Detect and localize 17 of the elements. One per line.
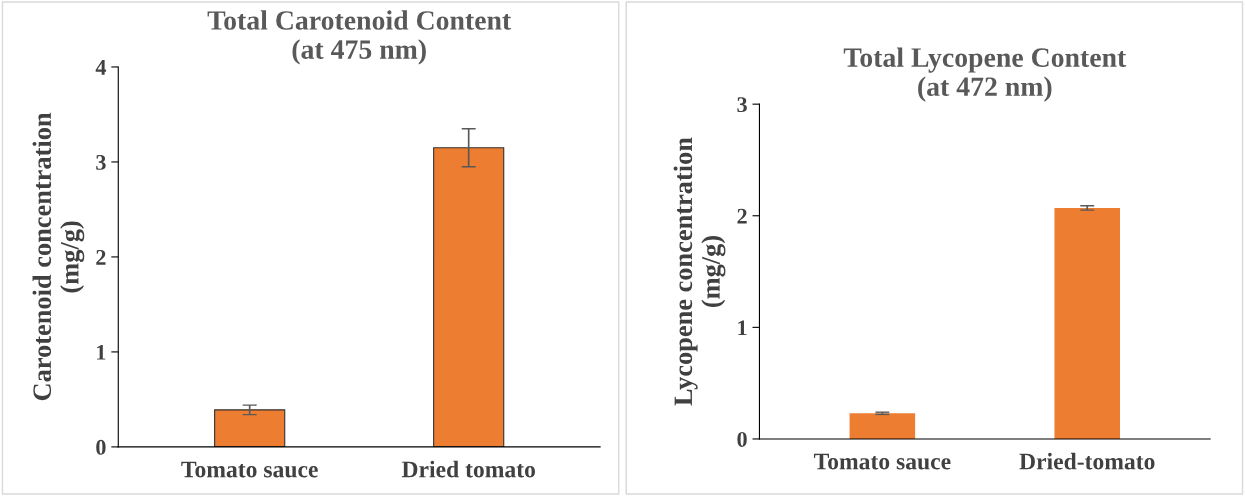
y-tick-label: 3 bbox=[96, 154, 106, 170]
chart-title: Total Carotenoid Content (at 475 nm) bbox=[207, 10, 512, 65]
y-axis-title: Lycopene concentration (mg/g) bbox=[673, 137, 726, 406]
y-tick-label: 0 bbox=[96, 439, 106, 455]
y-tick-label: 3 bbox=[737, 97, 747, 113]
y-tick-label: 0 bbox=[737, 431, 747, 447]
chart-title: Total Lycopene Content (at 472 nm) bbox=[843, 47, 1127, 102]
x-tick-label: Tomato sauce bbox=[181, 461, 318, 478]
y-tick-label: 2 bbox=[96, 249, 106, 265]
x-tick-label: Dried tomato bbox=[401, 460, 535, 478]
x-tick-label: Tomato sauce bbox=[813, 453, 951, 470]
y-axis-title: Carotenoid concentration (mg/g) bbox=[32, 112, 85, 401]
y-tick-label: 2 bbox=[737, 208, 747, 224]
y-tick-label: 1 bbox=[97, 344, 106, 360]
y-tick-label: 1 bbox=[738, 320, 747, 336]
x-tick-label: Dried-tomato bbox=[1019, 452, 1155, 470]
y-tick-label: 4 bbox=[95, 60, 107, 75]
